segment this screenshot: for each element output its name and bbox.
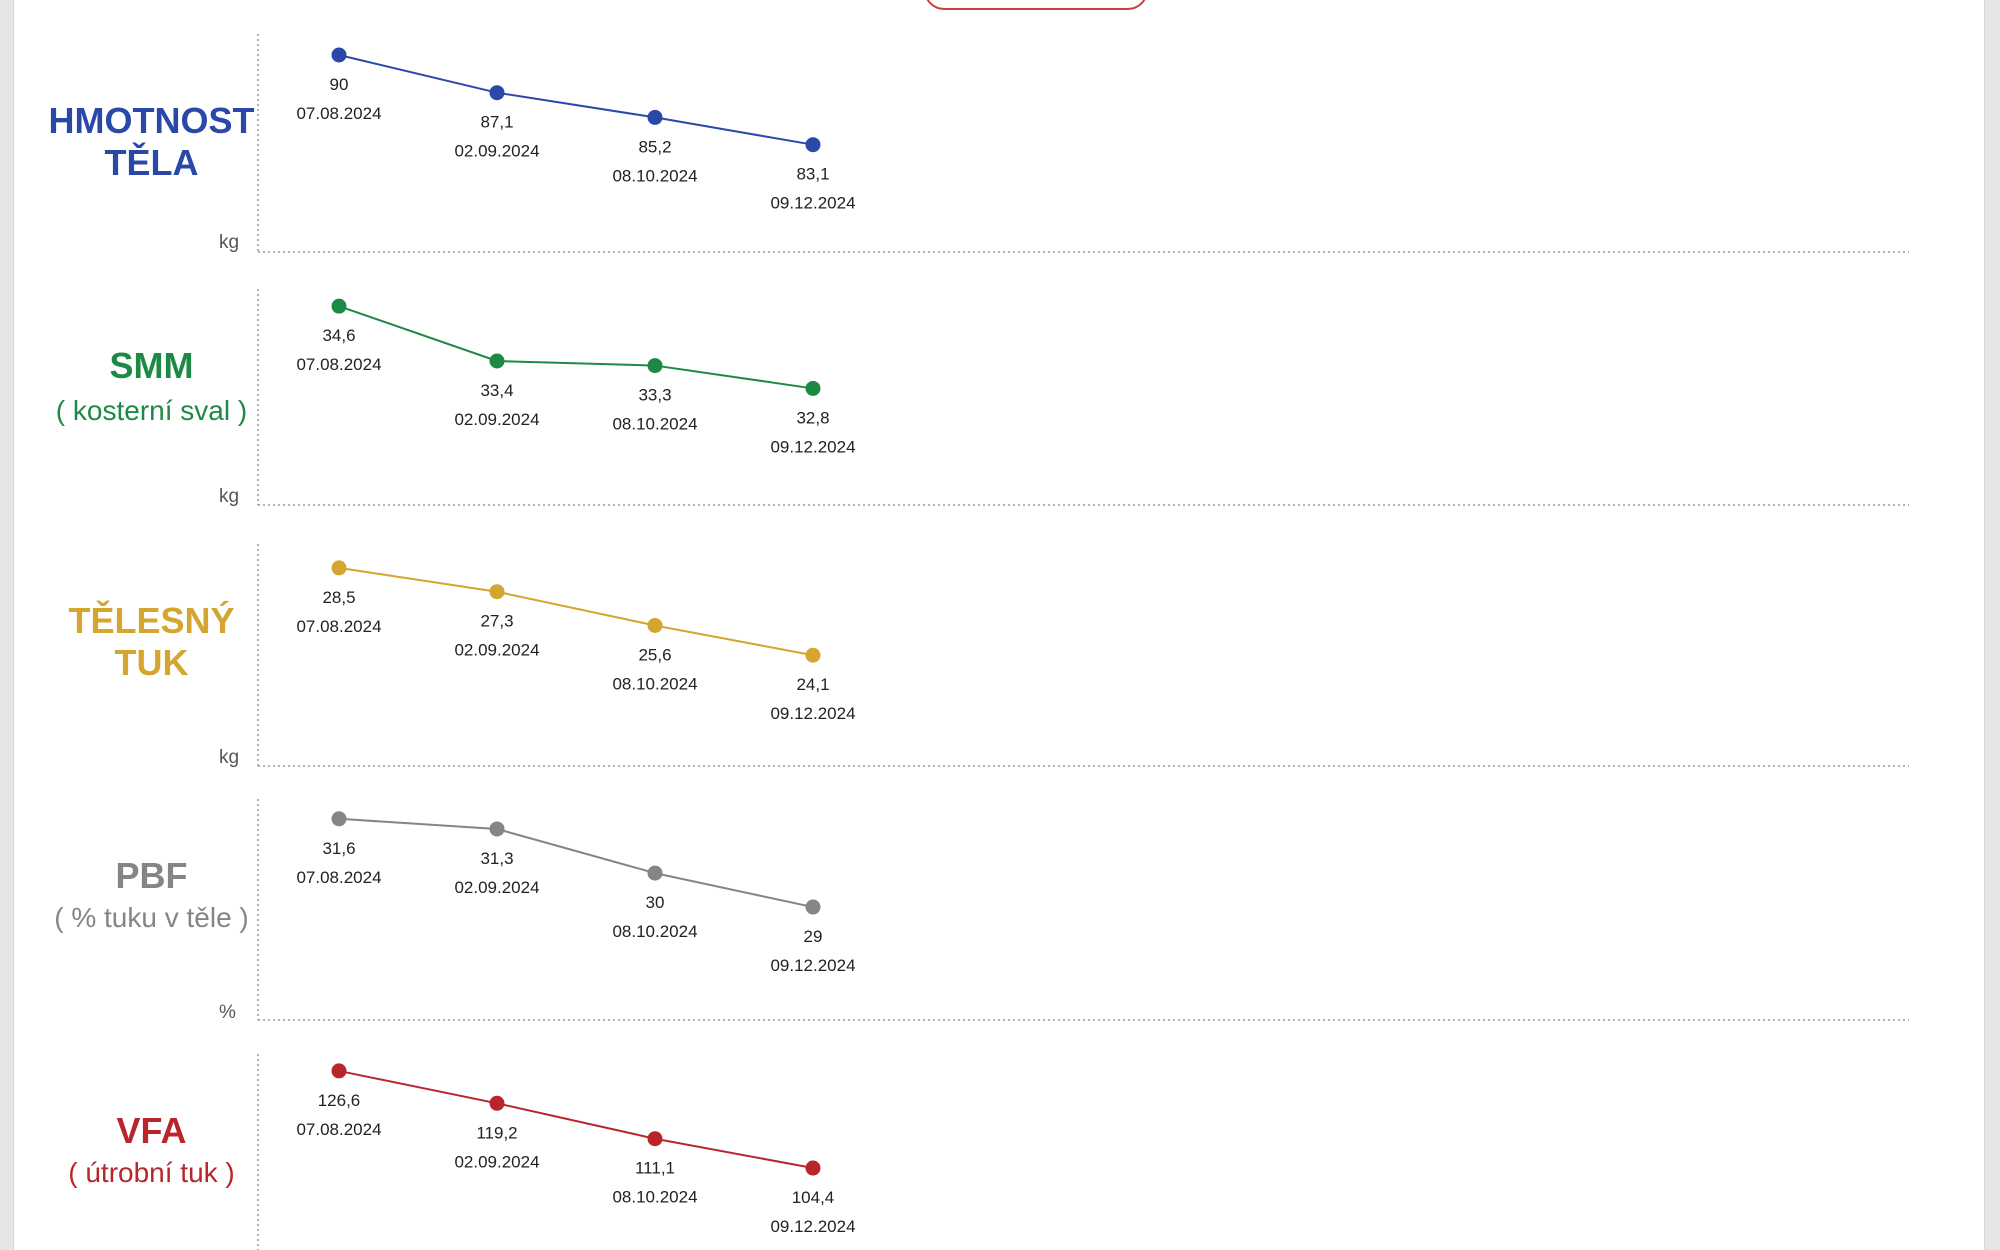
data-point: [489, 353, 505, 369]
value-label: 33,3: [638, 386, 671, 405]
value-label: 24,1: [796, 675, 829, 694]
value-label: 90: [330, 75, 349, 94]
chart-title-text: SMM: [109, 345, 194, 386]
value-label: 31,3: [480, 849, 513, 868]
date-label: 08.10.2024: [612, 922, 697, 941]
data-point: [331, 560, 347, 576]
unit-label: kg: [219, 747, 240, 768]
date-label: 02.09.2024: [454, 1152, 539, 1171]
line-chart: 34,6 07.08.2024 33,4 02.09.2024 33,3 08.10.20…: [257, 289, 1909, 506]
data-point: [647, 109, 663, 125]
chart-subtitle: ( útrobní tuk ): [68, 1157, 235, 1188]
data-point: [489, 85, 505, 101]
data-point: [805, 647, 821, 663]
value-label: 25,6: [638, 645, 671, 664]
series-line: [338, 817, 814, 909]
unit-label: kg: [219, 486, 240, 507]
date-label: 07.08.2024: [296, 868, 381, 887]
chart-title: TĚLESNÝ TUK: [24, 600, 279, 685]
chart-title: HMOTNOST TĚLA: [24, 100, 279, 185]
data-point: [331, 811, 347, 827]
value-label: 104,4: [792, 1188, 835, 1207]
chart-title-text: PBF: [115, 855, 188, 896]
data-point: [805, 380, 821, 396]
date-label: 07.08.2024: [296, 617, 381, 636]
date-label: 02.09.2024: [454, 641, 539, 660]
data-point: [331, 47, 347, 63]
data-point: [489, 1095, 505, 1111]
data-point: [805, 137, 821, 153]
date-label: 09.12.2024: [770, 194, 855, 213]
date-label: 02.09.2024: [454, 410, 539, 429]
date-label: 09.12.2024: [770, 956, 855, 975]
unit-label: %: [219, 1002, 236, 1023]
date-label: 02.09.2024: [454, 878, 539, 897]
series-line: [338, 566, 814, 657]
value-label: 28,5: [322, 588, 355, 607]
series-line: [338, 305, 814, 390]
report-page: HMOTNOST TĚLA kg 90 07.08.2024 87,1 02.09.20…: [14, 0, 1984, 1250]
chart-title: VFA: [24, 1110, 279, 1152]
value-label: 31,6: [322, 839, 355, 858]
value-label: 83,1: [796, 165, 829, 184]
data-point: [331, 298, 347, 314]
data-point: [489, 584, 505, 600]
date-label: 08.10.2024: [612, 415, 697, 434]
date-label: 07.08.2024: [296, 355, 381, 374]
chart-subtitle: ( % tuku v těle ): [54, 902, 249, 933]
chart-subtitle: ( kosterní sval ): [55, 395, 248, 426]
chart-title: SMM: [24, 345, 279, 387]
line-chart: 90 07.08.2024 87,1 02.09.2024 85,2 08.10.2024…: [257, 34, 1909, 253]
data-point: [647, 865, 663, 881]
chart-panel-body-weight: HMOTNOST TĚLA kg 90 07.08.2024 87,1 02.09.20…: [14, 0, 1984, 255]
date-label: 08.10.2024: [612, 166, 697, 185]
value-label: 85,2: [638, 137, 671, 156]
value-label: 34,6: [322, 326, 355, 345]
chart-panel-body-fat: TĚLESNÝ TUK kg 28,5 07.08.2024 27,3 02.09.20…: [14, 510, 1984, 768]
value-label: 87,1: [480, 113, 513, 132]
data-point: [647, 358, 663, 374]
chart-panel-vfa: VFA ( útrobní tuk ) 126,6 07.08.2024 119,2…: [14, 1020, 1984, 1250]
value-label: 33,4: [480, 381, 513, 400]
chart-title: PBF: [24, 855, 279, 897]
date-label: 07.08.2024: [296, 104, 381, 123]
date-label: 08.10.2024: [612, 674, 697, 693]
chart-title-text: TĚLESNÝ TUK: [68, 600, 235, 684]
date-label: 07.08.2024: [296, 1120, 381, 1139]
chart-title-text: HMOTNOST TĚLA: [48, 100, 255, 184]
value-label: 29: [804, 927, 823, 946]
series-line: [338, 1069, 814, 1169]
value-label: 30: [646, 893, 665, 912]
data-point: [805, 899, 821, 915]
line-chart: 31,6 07.08.2024 31,3 02.09.2024 30 08.10.2024…: [257, 799, 1909, 1021]
value-label: 111,1: [635, 1159, 675, 1178]
date-label: 09.12.2024: [770, 437, 855, 456]
chart-panel-smm: SMM ( kosterní sval ) kg 34,6 07.08.2024 3…: [14, 255, 1984, 510]
value-label: 32,8: [796, 408, 829, 427]
value-label: 27,3: [480, 612, 513, 631]
line-chart: 28,5 07.08.2024 27,3 02.09.2024 25,6 08.10.20…: [257, 544, 1909, 767]
date-label: 08.10.2024: [612, 1188, 697, 1207]
line-chart: 126,6 07.08.2024 119,2 02.09.2024 111,1 08.10…: [257, 1054, 856, 1250]
chart-panel-pbf: PBF ( % tuku v těle ) % 31,6 07.08.2024 31…: [14, 765, 1984, 1023]
data-point: [331, 1063, 347, 1079]
data-point: [805, 1160, 821, 1176]
data-point: [647, 1131, 663, 1147]
date-label: 09.12.2024: [770, 704, 855, 723]
value-label: 126,6: [318, 1091, 361, 1110]
value-label: 119,2: [476, 1123, 517, 1142]
chart-title-text: VFA: [116, 1110, 187, 1151]
date-label: 02.09.2024: [454, 142, 539, 161]
series-line: [338, 54, 814, 146]
data-point: [647, 617, 663, 633]
date-label: 09.12.2024: [770, 1217, 855, 1236]
data-point: [489, 821, 505, 837]
unit-label: kg: [219, 232, 240, 253]
